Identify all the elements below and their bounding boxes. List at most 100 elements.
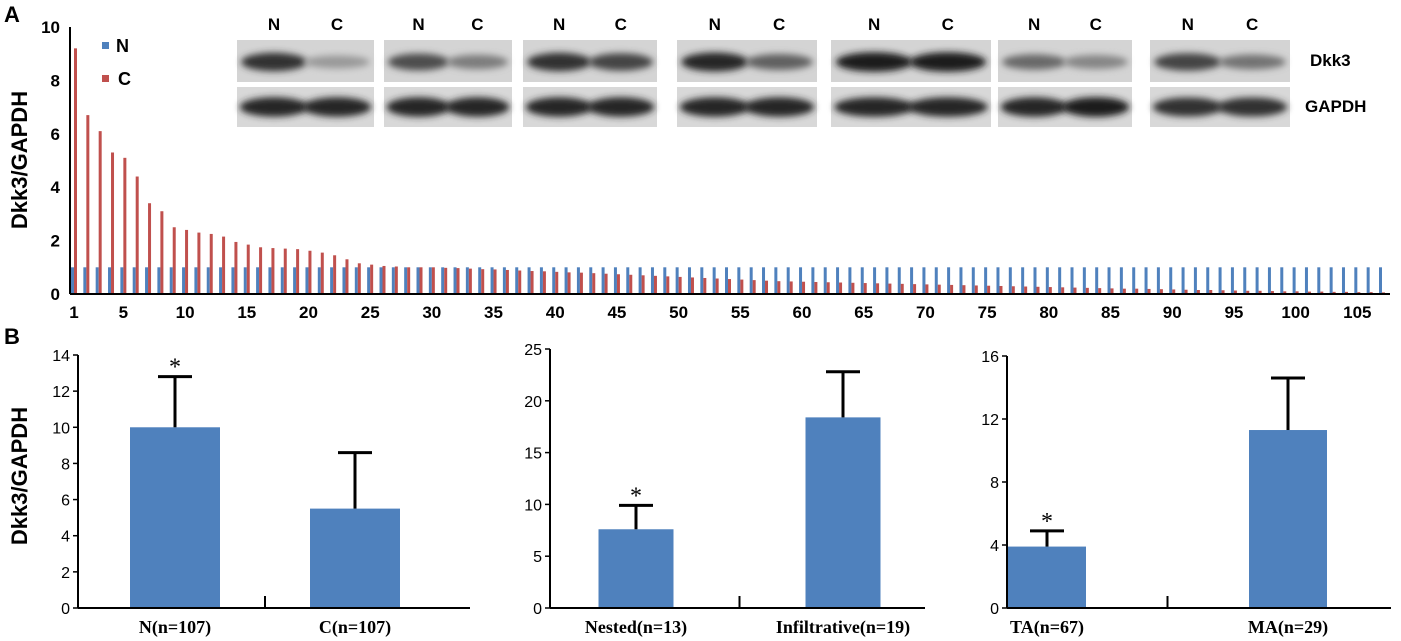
- bar-c-94: [1221, 290, 1225, 294]
- bar-c-95: [1233, 290, 1237, 294]
- bar-n-49: [663, 267, 667, 294]
- panel-a-y-tick-10: 10: [41, 18, 60, 37]
- bar-n-73: [959, 267, 963, 294]
- bar-n-84: [1095, 267, 1099, 294]
- panel-a-x-tick-95: 95: [1224, 303, 1243, 322]
- panel-a-x-tick-20: 20: [299, 303, 318, 322]
- panel-a-legend: N C: [102, 36, 131, 89]
- blot-band-dkk3-n-6: [1002, 54, 1067, 70]
- bar-c-52: [703, 277, 707, 294]
- bar-c-92: [1196, 290, 1200, 294]
- bar-n-72: [947, 267, 951, 294]
- bar-n-64: [848, 267, 852, 294]
- bar-n-89: [1156, 267, 1160, 294]
- panel-b-y-axis-label: Dkk3/GAPDH: [7, 407, 32, 545]
- panel-b1-y-tick-4: 4: [61, 529, 70, 546]
- blot-band-dkk3-n-1: [241, 52, 307, 72]
- bar-n-65: [860, 267, 864, 294]
- bar-n-19: [293, 267, 297, 294]
- bar-c-34: [481, 269, 485, 294]
- panel-b1-category-1: N(n=107): [139, 617, 211, 638]
- bar-c-101: [1307, 291, 1311, 294]
- panel-a-y-tick-8: 8: [51, 71, 60, 90]
- bar-c-27: [394, 266, 398, 294]
- blot-band-dkk3-c-1: [304, 55, 370, 69]
- bar-c-58: [777, 281, 781, 294]
- bar-c-17: [271, 248, 275, 294]
- bar-n-66: [873, 267, 877, 294]
- bar-c-48: [653, 275, 657, 294]
- bar-c-78: [1024, 286, 1028, 294]
- bar-c-74: [974, 285, 978, 294]
- panel-b-chart-1: 0 2 4 6 8 10 12 14 * N(n=107) C(n=107): [52, 348, 470, 638]
- bar-n-107: [1379, 267, 1382, 294]
- bar-c-25: [370, 264, 374, 294]
- panel-b1-y-tick-2: 2: [61, 565, 70, 582]
- bar-n-39: [539, 267, 543, 294]
- bar-n-67: [885, 267, 889, 294]
- blot-band-gapdh-n-4: [679, 97, 750, 117]
- blot-band-dkk3-c-3: [588, 53, 653, 71]
- bar-n-92: [1193, 267, 1197, 294]
- blot-band-dkk3-c-6: [1063, 55, 1128, 69]
- bar-c-4: [111, 152, 115, 294]
- blot-band-dkk3-n-5: [835, 52, 913, 72]
- panel-b2-y-tick-10: 10: [524, 497, 542, 514]
- bar-n-23: [342, 267, 346, 294]
- bar-c-46: [629, 274, 633, 294]
- blot-band-gapdh-n-3: [525, 97, 593, 117]
- panel-a-x-tick-30: 30: [422, 303, 441, 322]
- blot-band-dkk3-c-4: [745, 54, 813, 70]
- blot-band-gapdh-c-7: [1217, 97, 1288, 117]
- blot-band-gapdh-c-2: [445, 97, 510, 117]
- bar-n-105: [1354, 267, 1358, 294]
- bar-n-52: [700, 267, 704, 294]
- bar-c-65: [863, 283, 867, 294]
- bar-c-79: [1036, 286, 1040, 294]
- bar-n-74: [971, 267, 975, 294]
- panel-b2-y-tick-5: 5: [533, 549, 542, 566]
- bar-n-28: [404, 267, 408, 294]
- panel-b1-y-tick-12: 12: [52, 384, 70, 401]
- bar-n-7: [145, 267, 149, 294]
- bar-c-73: [962, 285, 966, 294]
- bar-n-41: [564, 267, 568, 294]
- panel-a-x-tick-45: 45: [607, 303, 626, 322]
- bar-n-94: [1218, 267, 1222, 294]
- blot-band-gapdh-n-2: [386, 97, 451, 117]
- bar-c-2: [86, 115, 90, 294]
- bar-c-14: [234, 241, 238, 294]
- panel-a-x-tick-5: 5: [119, 303, 128, 322]
- bar-c-102: [1320, 291, 1324, 294]
- bar-n-4: [108, 267, 112, 294]
- panel-b1-category-2: C(n=107): [319, 617, 391, 638]
- panel-b2-y-tick-25: 25: [524, 342, 542, 359]
- bar-c-16: [259, 247, 263, 294]
- bar-n-100: [1292, 267, 1296, 294]
- panel-b3-y-tick-0: 0: [990, 601, 999, 618]
- bar-c-60: [802, 281, 806, 294]
- bar-n-63: [836, 267, 840, 294]
- panel-b2-bar-2: [805, 417, 881, 608]
- bar-c-93: [1209, 290, 1213, 294]
- bar-c-53: [715, 278, 719, 294]
- bar-n-6: [132, 267, 136, 294]
- bar-c-59: [789, 281, 793, 294]
- bar-n-102: [1317, 267, 1321, 294]
- panel-a-x-tick-85: 85: [1101, 303, 1120, 322]
- bar-c-47: [641, 275, 645, 294]
- bar-c-43: [592, 273, 596, 294]
- bar-c-64: [851, 282, 855, 294]
- panel-b1-y-tick-14: 14: [52, 348, 70, 365]
- bar-c-67: [888, 283, 892, 294]
- bar-n-47: [638, 267, 642, 294]
- bar-c-13: [222, 236, 226, 294]
- bar-c-23: [345, 259, 349, 294]
- bar-c-11: [197, 232, 201, 294]
- bar-c-19: [296, 249, 300, 294]
- bar-n-90: [1169, 267, 1173, 294]
- panel-b1-bar-1: [130, 427, 220, 608]
- blot-band-dkk3-n-7: [1154, 53, 1222, 71]
- panel-b-chart-2: 0 5 10 15 20 25 * Nested(n=13) Infiltrative(n=19…: [524, 342, 925, 638]
